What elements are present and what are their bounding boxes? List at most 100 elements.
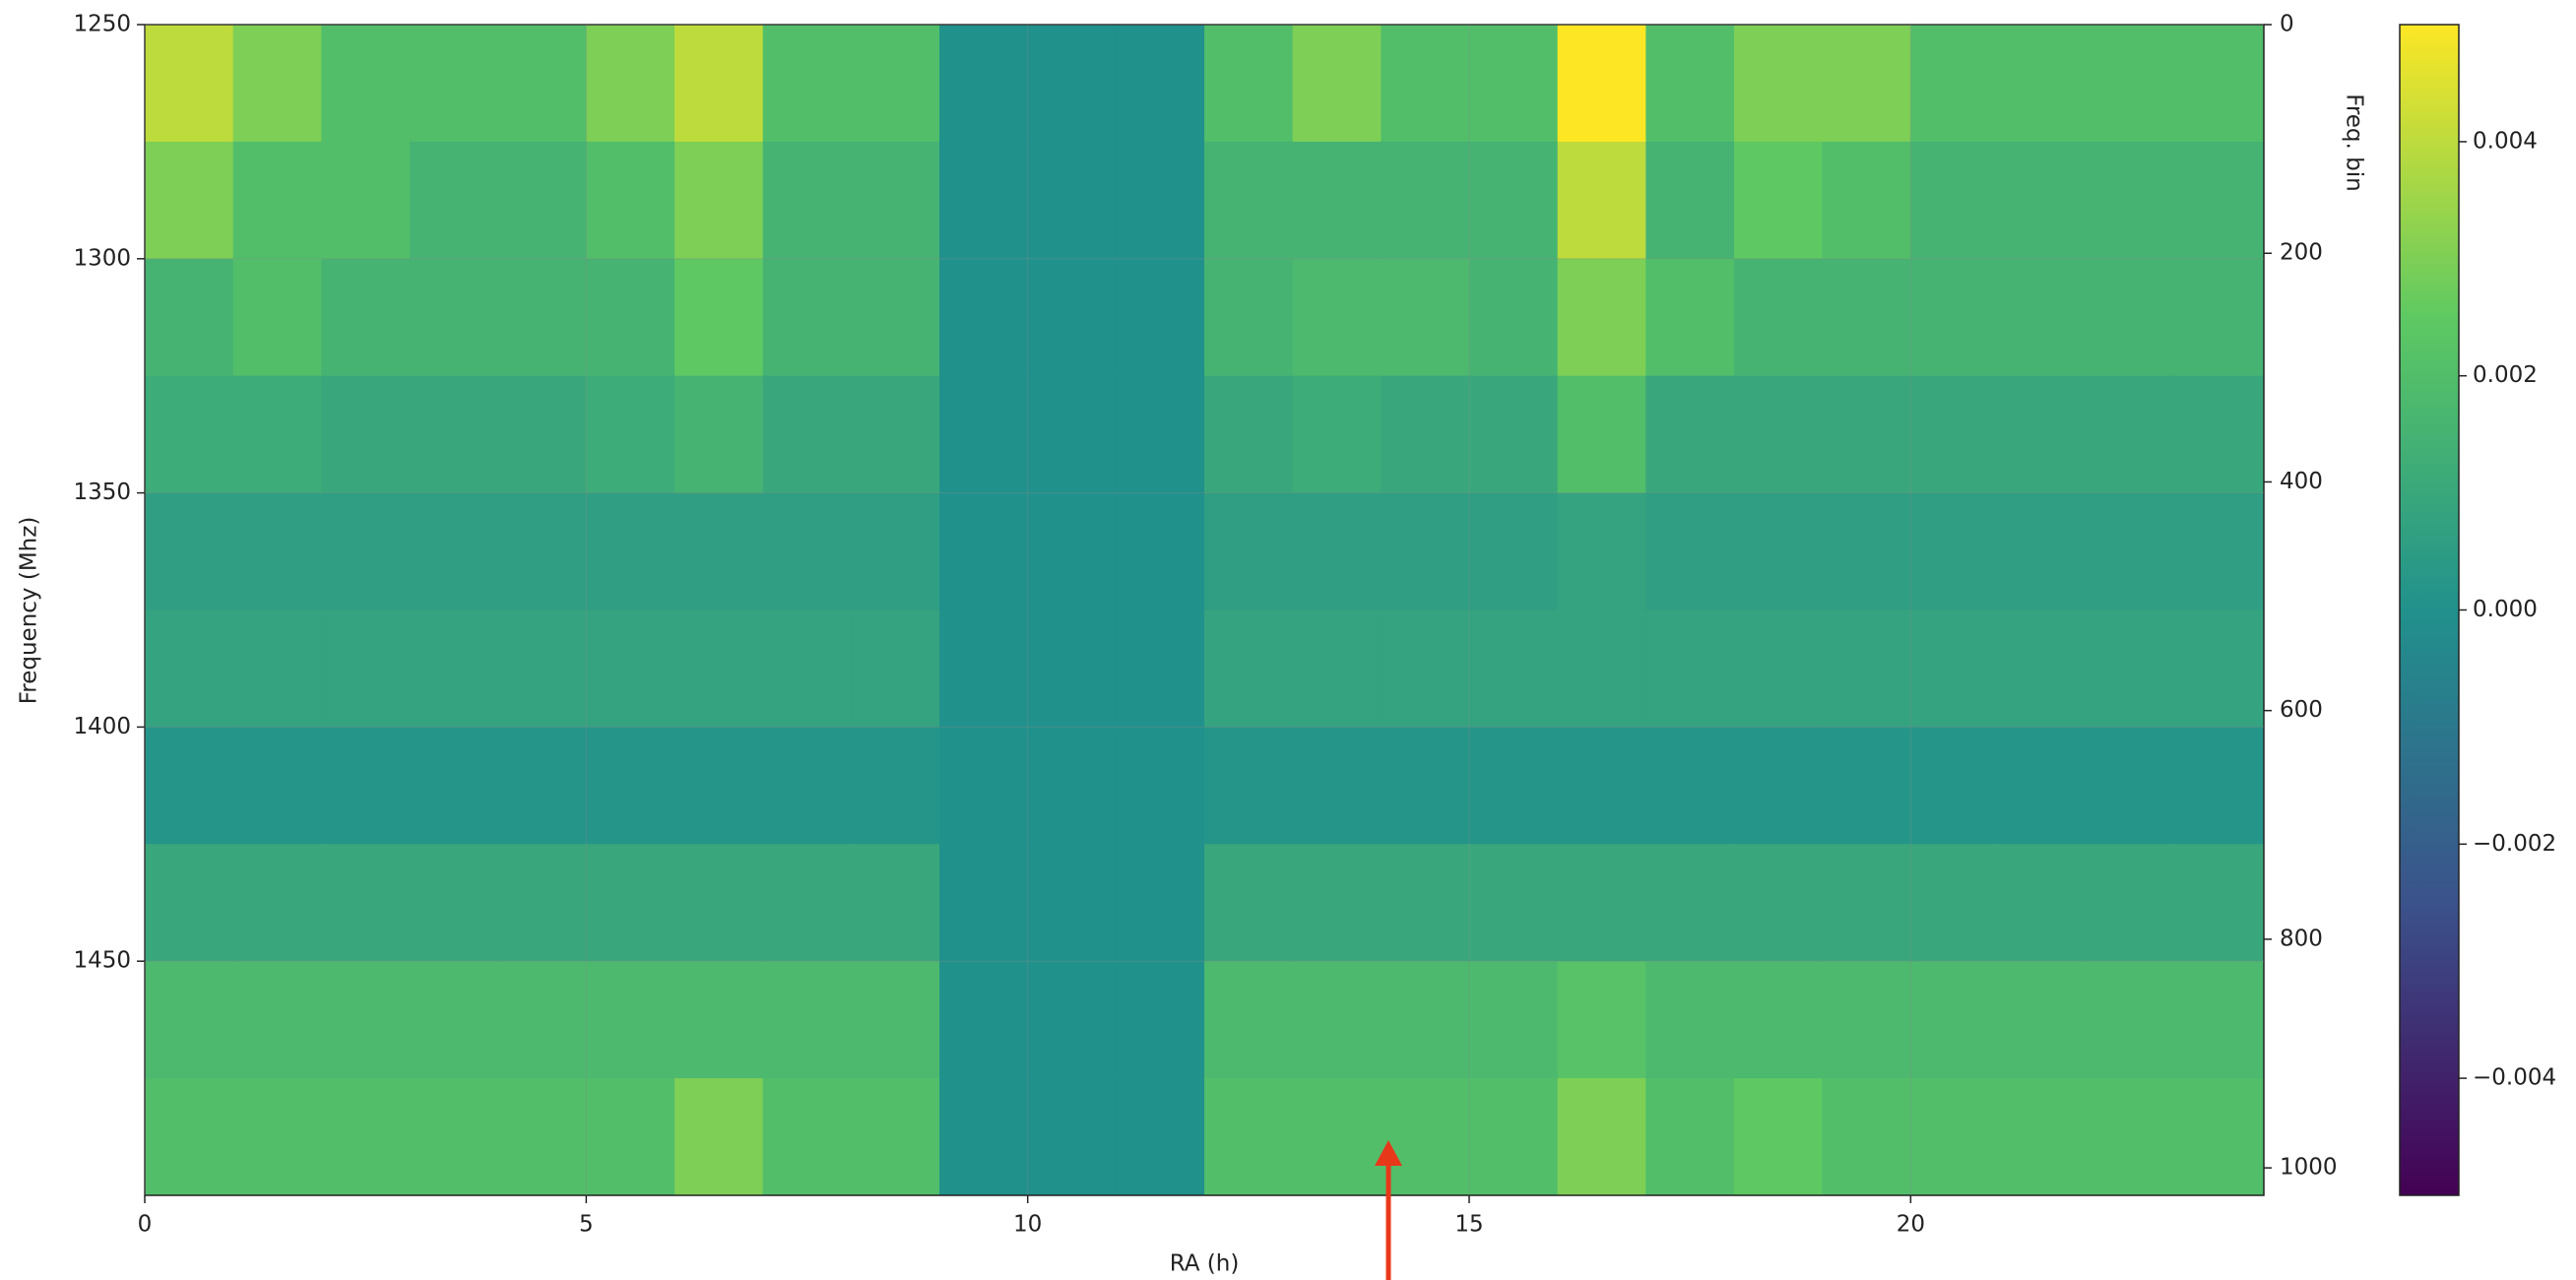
heatmap-cell [1999, 844, 2089, 962]
heatmap-cell [675, 141, 764, 260]
heatmap-cell [1910, 1078, 2000, 1196]
heatmap-cell [939, 727, 1029, 845]
y-tick-label: 1300 [73, 245, 131, 271]
colorbar-tick-label: −0.004 [2473, 1065, 2556, 1091]
heatmap-cell [1381, 141, 1470, 260]
heatmap-cell [1910, 844, 2000, 962]
heatmap-cell [586, 141, 676, 260]
heatmap-cell [1645, 727, 1735, 845]
heatmap-cell [497, 25, 587, 143]
heatmap-cell [1381, 844, 1470, 962]
heatmap-cell [232, 492, 322, 610]
colorbar-tick-label: −0.002 [2473, 831, 2556, 857]
heatmap-cell [1116, 25, 1205, 143]
heatmap-cell [1645, 844, 1735, 962]
heatmap-cell [1027, 844, 1117, 962]
heatmap-cell [851, 727, 940, 845]
heatmap-cell [321, 844, 411, 962]
heatmap-cell [1116, 961, 1205, 1079]
heatmap-cell [1734, 609, 1824, 728]
heatmap-cell [762, 25, 852, 143]
heatmap-cell [1910, 727, 2000, 845]
colorbar-tick-label: 0.002 [2473, 362, 2538, 388]
heatmap-cell [1910, 609, 2000, 728]
heatmap-cell [1381, 258, 1470, 377]
heatmap-cell [1027, 141, 1117, 260]
heatmap-cell [145, 25, 234, 143]
heatmap-cell [762, 844, 852, 962]
heatmap-cell [1027, 375, 1117, 494]
heatmap-cell [586, 258, 676, 377]
heatmap-cell [145, 727, 234, 845]
heatmap-cell [939, 25, 1029, 143]
heatmap-cell [1469, 25, 1559, 143]
heatmap-cell [1645, 25, 1735, 143]
heatmap-cell [2175, 25, 2265, 143]
heatmap-cell [410, 1078, 499, 1196]
heatmap-cell [1027, 492, 1117, 610]
heatmap-cell [1292, 25, 1382, 143]
heatmap-cell [145, 961, 234, 1079]
heatmap-cell [1557, 961, 1646, 1079]
heatmap-cell [497, 609, 587, 728]
heatmap-cell [1645, 258, 1735, 377]
heatmap-cell [762, 258, 852, 377]
heatmap-cell [2087, 25, 2176, 143]
heatmap-cell [1292, 1078, 1382, 1196]
heatmap-cell [675, 25, 764, 143]
heatmap-cell [851, 25, 940, 143]
heatmap-cell [1469, 492, 1559, 610]
heatmap-cell [1027, 609, 1117, 728]
heatmap-cell [2175, 258, 2265, 377]
heatmap-cell [1381, 25, 1470, 143]
heatmap-cell [145, 141, 234, 260]
y-tick-label: 1450 [73, 948, 131, 974]
heatmap-cell [1734, 844, 1824, 962]
heatmap-cell [1027, 1078, 1117, 1196]
heatmap-cell [410, 375, 499, 494]
heatmap-cell [2175, 375, 2265, 494]
x-tick-label: 5 [579, 1212, 594, 1238]
heatmap-cell [2175, 492, 2265, 610]
y2-tick-label: 800 [2280, 926, 2323, 951]
heatmap-cell [497, 961, 587, 1079]
heatmap-cell [1999, 492, 2089, 610]
heatmap-cell [1469, 609, 1559, 728]
heatmap-cell [497, 492, 587, 610]
heatmap-cell [232, 844, 322, 962]
heatmap-cell [1557, 25, 1646, 143]
heatmap-cell [1027, 727, 1117, 845]
heatmap-cell [1822, 25, 1911, 143]
heatmap-cell [145, 1078, 234, 1196]
heatmap-cell [2175, 844, 2265, 962]
heatmap-cell [2175, 727, 2265, 845]
heatmap-cell [1999, 258, 2089, 377]
heatmap-cell [1469, 727, 1559, 845]
heatmap-cell [1381, 727, 1470, 845]
heatmap-cell [1645, 141, 1735, 260]
x-tick-label: 15 [1454, 1212, 1483, 1238]
heatmap-cell [851, 844, 940, 962]
heatmap-cell [1469, 375, 1559, 494]
y-tick-label: 1350 [73, 480, 131, 505]
heatmap-cell [1557, 258, 1646, 377]
heatmap-cell [2087, 1078, 2176, 1196]
heatmap-cell [1027, 25, 1117, 143]
heatmap-cell [1822, 141, 1911, 260]
heatmap-cell [1910, 141, 2000, 260]
heatmap-cell [1822, 727, 1911, 845]
y-tick-label: 1400 [73, 714, 131, 739]
heatmap-cell [851, 492, 940, 610]
heatmap-cell [1999, 141, 2089, 260]
y2-tick-label: 600 [2280, 697, 2323, 723]
heatmap-cell [410, 141, 499, 260]
heatmap-cell [1116, 844, 1205, 962]
heatmap-cell [1822, 492, 1911, 610]
heatmap-cell [939, 961, 1029, 1079]
y2-tick-label: 0 [2280, 12, 2294, 37]
heatmap-cell [675, 961, 764, 1079]
y-tick-label: 1250 [73, 12, 131, 37]
heatmap-cell [762, 609, 852, 728]
heatmap-cell [1734, 1078, 1824, 1196]
